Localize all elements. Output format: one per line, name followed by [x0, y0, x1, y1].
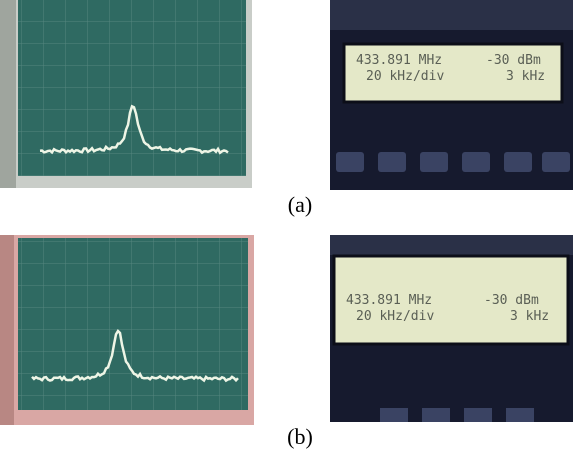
- display-span: 20 kHz/div: [366, 69, 444, 84]
- analyzer-photo-a: 433.891 MHz -30 dBm 20 kHz/div 3 kHz: [330, 0, 573, 190]
- scope-photo-b: [0, 235, 254, 425]
- analyzer-photo-b: 433.891 MHz -30 dBm 20 kHz/div 3 kHz: [330, 235, 573, 422]
- trace: [39, 104, 229, 155]
- display-span: 20 kHz/div: [356, 309, 434, 324]
- display-frequency: 433.891 MHz: [356, 53, 442, 68]
- scope-photo-a: [0, 0, 252, 188]
- display-level: -30 dBm: [486, 53, 541, 68]
- display-frequency: 433.891 MHz: [346, 293, 432, 308]
- display-level: -30 dBm: [484, 293, 539, 308]
- display-resolution: 3 kHz: [506, 69, 545, 84]
- caption: (b): [287, 424, 313, 449]
- display-resolution: 3 kHz: [510, 309, 549, 324]
- caption: (a): [288, 192, 312, 217]
- trace: [31, 328, 239, 383]
